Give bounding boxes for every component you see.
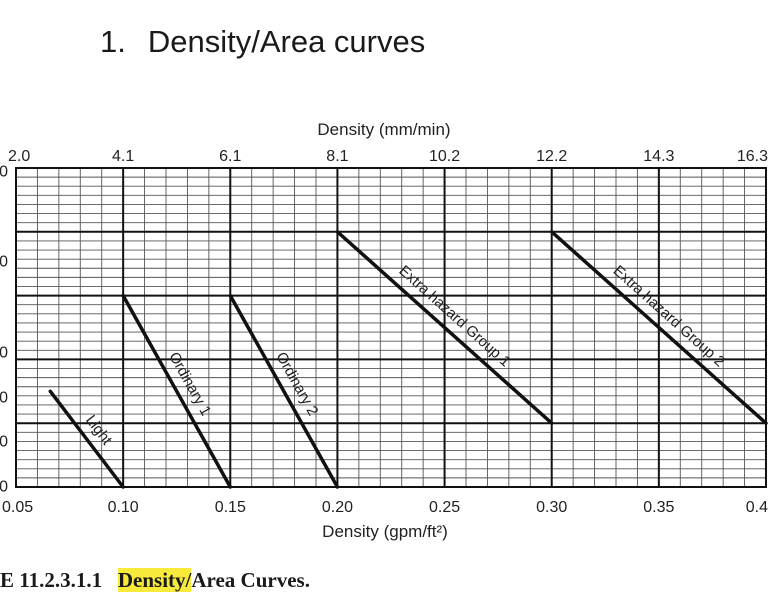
y-tick-label: 0 [0,390,8,407]
plot-border [15,167,767,488]
x-tick-label: 0.05 [2,499,33,516]
caption-figure-id: E 11.2.3.1.1 [0,568,103,592]
x2-tick-label: 2.0 [8,148,30,165]
series-label-4: Extra hazard Group 2 [610,262,728,370]
series-lines [48,230,768,489]
x2-tick-label: 12.2 [536,148,567,165]
caption-highlight: Density/ [117,568,192,592]
x-tick-label: 0.30 [536,499,567,516]
series-line-3 [335,230,554,425]
series-line-0 [48,389,125,489]
x2-tick-label: 4.1 [112,148,134,165]
slide-title: 1. Density/Area curves [100,24,425,60]
x-tick-label: 0.25 [429,499,460,516]
x2-tick-label: 10.2 [429,148,460,165]
series-line-4 [549,230,768,425]
grid-major [15,167,767,488]
x-tick-label: 0.10 [108,499,139,516]
x-tick-label: 0.20 [322,499,353,516]
x-axis-label: Density (gpm/ft²) [322,522,448,541]
grid-minor [15,167,767,488]
x2-axis-label: Density (mm/min) [317,120,450,139]
x-tick-label: 0.4 [746,499,768,516]
series-line-1 [121,293,233,489]
series-label-3: Extra hazard Group 1 [395,262,513,370]
x2-tick-label: 14.3 [643,148,674,165]
tick-labels: 0.05 0.10 0.15 0.20 0.25 0.30 0.35 0.4 2.0 4.1 6.1… [0,148,768,516]
figure-caption: E 11.2.3.1.1 Density/Area Curves. [0,568,310,593]
x-tick-label: 0.35 [643,499,674,516]
y-tick-label: 0 [0,434,8,451]
x-tick-label: 0.15 [215,499,246,516]
caption-rest: Area Curves. [191,568,310,592]
y-tick-label: 0 [0,164,8,181]
series-line-2 [228,293,340,489]
x2-tick-label: 16.3 [737,148,768,165]
slide-title-text: Density/Area curves [147,24,426,59]
y-tick-label: 0 [0,345,8,362]
series-label-0: Light [82,412,116,449]
y-tick-label: 0 [0,254,8,271]
x2-tick-label: 6.1 [219,148,241,165]
slide-title-number: 1. [100,24,126,59]
x2-tick-label: 8.1 [326,148,348,165]
y-tick-label: 0 [0,479,8,496]
